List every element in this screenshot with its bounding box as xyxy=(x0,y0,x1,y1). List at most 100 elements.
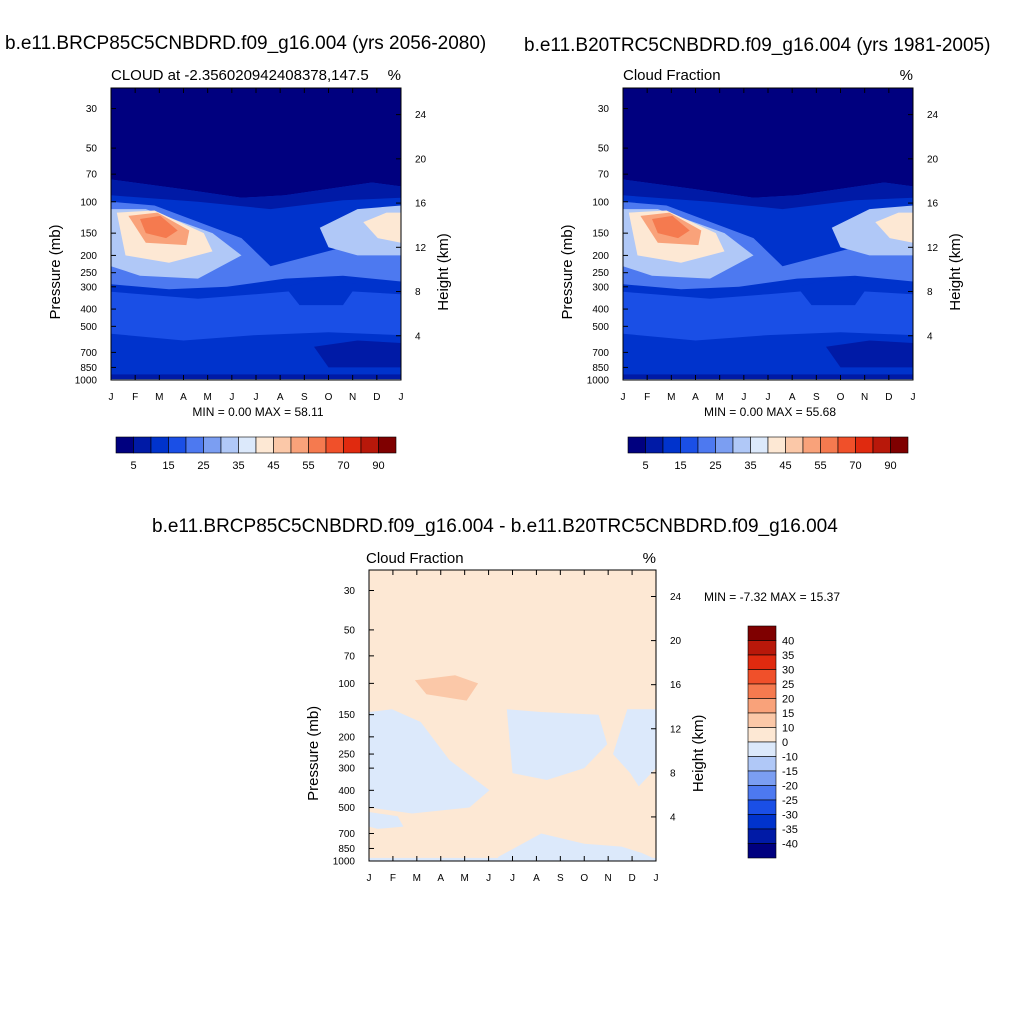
p2-pressure-tick-label: 200 xyxy=(592,251,609,262)
p3-colorbar-label: -30 xyxy=(782,810,798,822)
p1-colorbar-label: 55 xyxy=(302,460,314,472)
p1-colorbar-box xyxy=(343,436,362,454)
p2-pressure-tick-label: 300 xyxy=(592,282,609,293)
p1-pressure-tick-label: 700 xyxy=(80,348,97,359)
p3-pressure-tick-label: 50 xyxy=(344,625,356,636)
p1-boundary-layer xyxy=(111,332,401,380)
p3-x-tick-label: O xyxy=(580,873,588,884)
p3-pressure-tick-label: 1000 xyxy=(333,857,356,868)
p3-colorbar-label: -20 xyxy=(782,781,798,793)
p3-negative-anomaly-surface xyxy=(498,833,656,861)
p1-x-tick-label: O xyxy=(325,392,333,403)
p2-height-tick-label: 20 xyxy=(927,154,939,165)
p3-colorbar-label: 25 xyxy=(782,679,794,691)
p3-colorbar-box xyxy=(747,814,777,830)
p3-colorbar-box xyxy=(747,698,777,714)
p2-december-cloud-inner xyxy=(875,212,913,243)
p3-colorbar-label: -35 xyxy=(782,824,798,836)
p3-colorbar-box xyxy=(747,727,777,743)
p2-pressure-tick-label: 30 xyxy=(598,104,610,115)
p1-pressure-tick-label: 150 xyxy=(80,229,97,240)
p3-x-tick-label: J xyxy=(510,873,515,884)
p2-x-tick-label: S xyxy=(813,392,820,403)
p2-colorbar-box xyxy=(802,436,821,454)
p1-pressure-tick-label: 100 xyxy=(80,197,97,208)
p1-colorbar-label: 70 xyxy=(337,460,349,472)
p1-x-tick-label: F xyxy=(132,392,138,403)
p2-colorbar-box xyxy=(662,436,681,454)
p2-colorbar-box xyxy=(785,436,804,454)
p2-colorbar-label: 70 xyxy=(849,460,861,472)
p3-colorbar-label: 20 xyxy=(782,694,794,706)
p1-axes: J F M A M J J A S O N D J 30 50 70 100 150 200 250 300 400 500… xyxy=(47,87,452,403)
p2-colorbar-box xyxy=(855,436,874,454)
bottom-title: b.e11.BRCP85C5CNBDRD.f09_g16.004 - b.e11… xyxy=(152,516,838,537)
p1-x-tick-label: J xyxy=(399,392,404,403)
p2-low-cloud-region xyxy=(826,340,913,368)
p3-pressure-tick-label: 100 xyxy=(338,679,355,690)
p1-x-tick-label: S xyxy=(301,392,308,403)
p2-height-tick-label: 16 xyxy=(927,199,939,210)
p2-x-tick-label: A xyxy=(789,392,796,403)
p3-min-max-stats: MIN = -7.32 MAX = 15.37 xyxy=(704,590,840,604)
p3-negative-anomaly-east xyxy=(613,709,656,787)
p3-colorbar-box xyxy=(747,654,777,670)
p2-colorbar-box xyxy=(697,436,716,454)
p1-colorbar-label: 5 xyxy=(130,460,136,472)
p2-x-tick-label: J xyxy=(741,392,746,403)
p1-colorbar-box xyxy=(203,436,222,454)
p2-height-tick-label: 24 xyxy=(927,110,939,121)
p2-pressure-tick-label: 50 xyxy=(598,144,610,155)
p3-x-tick-label: D xyxy=(628,873,635,884)
p2-tropopause-band xyxy=(623,179,913,210)
p1-colorbar-box xyxy=(325,436,344,454)
p2-colorbar-box xyxy=(767,436,786,454)
p1-colorbar-box xyxy=(238,436,257,454)
p2-height-tick-label: 8 xyxy=(927,287,933,298)
p1-height-tick-label: 12 xyxy=(415,243,427,254)
p2-pressure-tick-label: 150 xyxy=(592,229,609,240)
p3-pressure-tick-label: 400 xyxy=(338,786,355,797)
p2-colorbar-label: 90 xyxy=(884,460,896,472)
p3-x-tick-label: J xyxy=(367,873,372,884)
p1-x-tick-label: A xyxy=(180,392,187,403)
p1-colorbar-label: 90 xyxy=(372,460,384,472)
p3-x-tick-label: N xyxy=(605,873,612,884)
p2-contour-field xyxy=(623,88,913,380)
p1-height-tick-label: 20 xyxy=(415,154,427,165)
p2-pressure-tick-label: 850 xyxy=(592,363,609,374)
p1-x-tick-label: M xyxy=(155,392,163,403)
p3-colorbar-box xyxy=(747,756,777,772)
p3-colorbar-box xyxy=(747,770,777,786)
p1-x-tick-label: J xyxy=(254,392,259,403)
p1-colorbar-box xyxy=(255,436,274,454)
p1-pressure-tick-label: 70 xyxy=(86,170,98,181)
p2-colorbar-box xyxy=(837,436,856,454)
p3-colorbar-box xyxy=(747,741,777,757)
p3-colorbar-label: 0 xyxy=(782,737,788,749)
top-left-title: b.e11.BRCP85C5CNBDRD.f09_g16.004 (yrs 20… xyxy=(5,33,487,54)
p2-colorbar-box xyxy=(750,436,769,454)
p1-units-label: % xyxy=(388,67,401,84)
p1-colorbar-box xyxy=(360,436,379,454)
p2-x-tick-label: F xyxy=(644,392,650,403)
p3-pressure-tick-label: 700 xyxy=(338,829,355,840)
p3-colorbar: 40 35 30 25 20 15 10 0 -10 -15 -20 -25 -30 -35 -40 xyxy=(747,625,798,859)
p1-height-tick-label: 4 xyxy=(415,331,421,342)
p1-x-tick-label: M xyxy=(203,392,211,403)
p3-x-tick-label: S xyxy=(557,873,564,884)
p1-colorbar-box xyxy=(220,436,239,454)
p2-pressure-tick-label: 700 xyxy=(592,348,609,359)
p3-contour-field xyxy=(369,570,656,861)
p3-colorbar-box xyxy=(747,683,777,699)
p3-colorbar-box xyxy=(747,799,777,815)
p1-colorbar-box xyxy=(133,436,152,454)
p3-colorbar-box xyxy=(747,640,777,656)
p2-colorbar-box xyxy=(820,436,839,454)
p3-x-tick-label: M xyxy=(413,873,421,884)
p2-colorbar-label: 45 xyxy=(779,460,791,472)
p3-pressure-tick-label: 150 xyxy=(338,710,355,721)
p1-colorbar-box xyxy=(290,436,309,454)
p3-y2-axis-label: Height (km) xyxy=(690,715,707,793)
p2-x-tick-label: M xyxy=(715,392,723,403)
